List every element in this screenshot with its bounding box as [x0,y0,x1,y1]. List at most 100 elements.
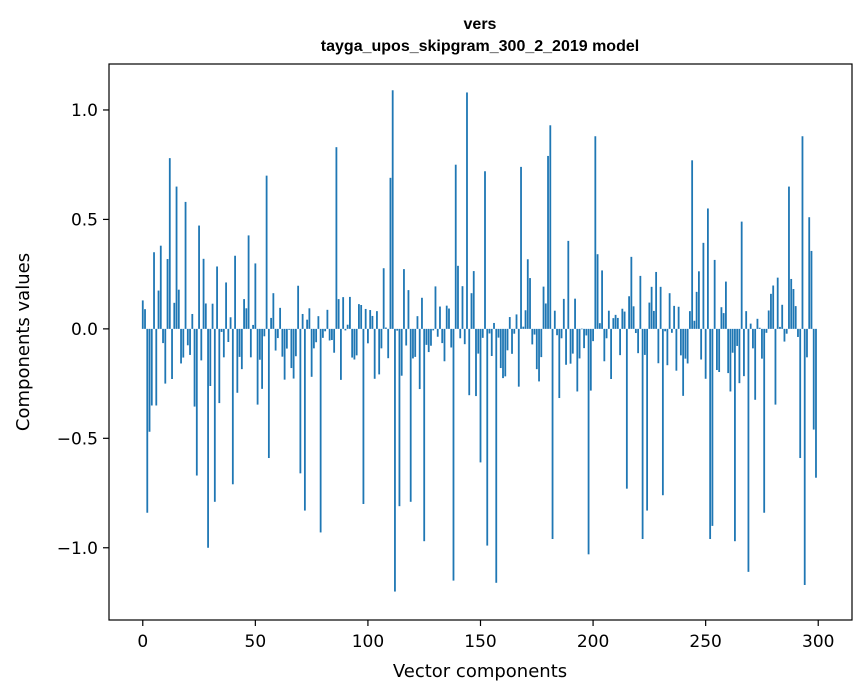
bar [414,328,417,357]
bar [292,328,295,379]
bar [297,285,300,329]
bar [677,306,680,329]
chart-title: vers [464,16,497,33]
bar [806,328,808,358]
bar [632,306,635,329]
bar [743,328,745,377]
x-tick-label: 0 [137,632,148,652]
bar [783,328,786,342]
bar [439,306,441,329]
bar [396,328,399,331]
bar [607,310,610,329]
bar [767,310,770,329]
bar [580,328,583,330]
bar [362,328,365,504]
bar [249,328,252,358]
bar [763,328,766,513]
bar [576,328,579,392]
bar [173,302,176,329]
bar [506,328,509,351]
bar [430,328,432,346]
bar [418,328,421,390]
bar [416,316,419,329]
bar [679,328,682,356]
bar [711,328,714,526]
bar [594,136,597,329]
bar [157,290,160,329]
bar [306,319,309,329]
bar [213,328,216,502]
bar [619,328,621,356]
bars-group [141,90,817,592]
chart-subtitle: tayga_upos_skipgram_300_2_2019 model [321,38,639,55]
bar [285,328,288,349]
bar [808,217,811,329]
bar [209,328,212,386]
bar [344,328,347,331]
bar [601,270,603,329]
bar [745,311,748,329]
bar [385,327,387,329]
bar [560,328,563,339]
bar [294,328,297,357]
bar [574,298,576,329]
bar [166,259,169,329]
bar [193,328,196,407]
bar [378,328,381,375]
bar [655,271,658,329]
bar [652,310,655,329]
bar [578,328,581,359]
bar [146,328,149,513]
bar [324,328,327,332]
bar [200,328,203,361]
bar [664,328,667,332]
bar [776,277,779,329]
bar [470,293,473,329]
bar [290,328,293,369]
bar [376,311,378,329]
bar [801,136,804,329]
bar [686,328,689,364]
x-tick-label: 150 [464,632,496,652]
bar [445,305,448,329]
bar [673,305,676,329]
bar [153,252,155,329]
bar [666,328,669,366]
bar [641,328,644,540]
bar [319,328,322,533]
bar [481,328,484,338]
bar [204,303,207,329]
bar [186,328,189,346]
bar [463,328,466,345]
x-axis-label: Vector components [393,661,567,682]
bar [531,328,534,345]
bar [688,311,691,329]
bar [301,313,304,329]
bar [634,328,637,334]
bar [373,328,376,379]
bar [499,328,502,369]
x-axis-ticks: 0 50 100 150 200 250 300 [137,620,834,652]
bar [734,328,736,542]
bar [452,328,455,581]
bar [587,328,590,555]
bar [216,266,218,329]
bar [603,328,606,362]
bar [279,307,282,329]
bar [303,328,306,511]
bar [335,147,338,329]
bar [310,328,313,377]
bar [427,328,430,353]
bar [810,250,813,329]
bar [479,328,482,463]
bar [211,303,214,329]
bar [610,328,612,379]
x-tick-label: 50 [245,632,267,652]
bar [785,328,788,334]
bar [240,328,243,370]
bar [436,328,439,337]
bar [770,293,772,329]
bar [231,328,234,485]
bar [346,324,349,329]
bar [353,328,356,360]
